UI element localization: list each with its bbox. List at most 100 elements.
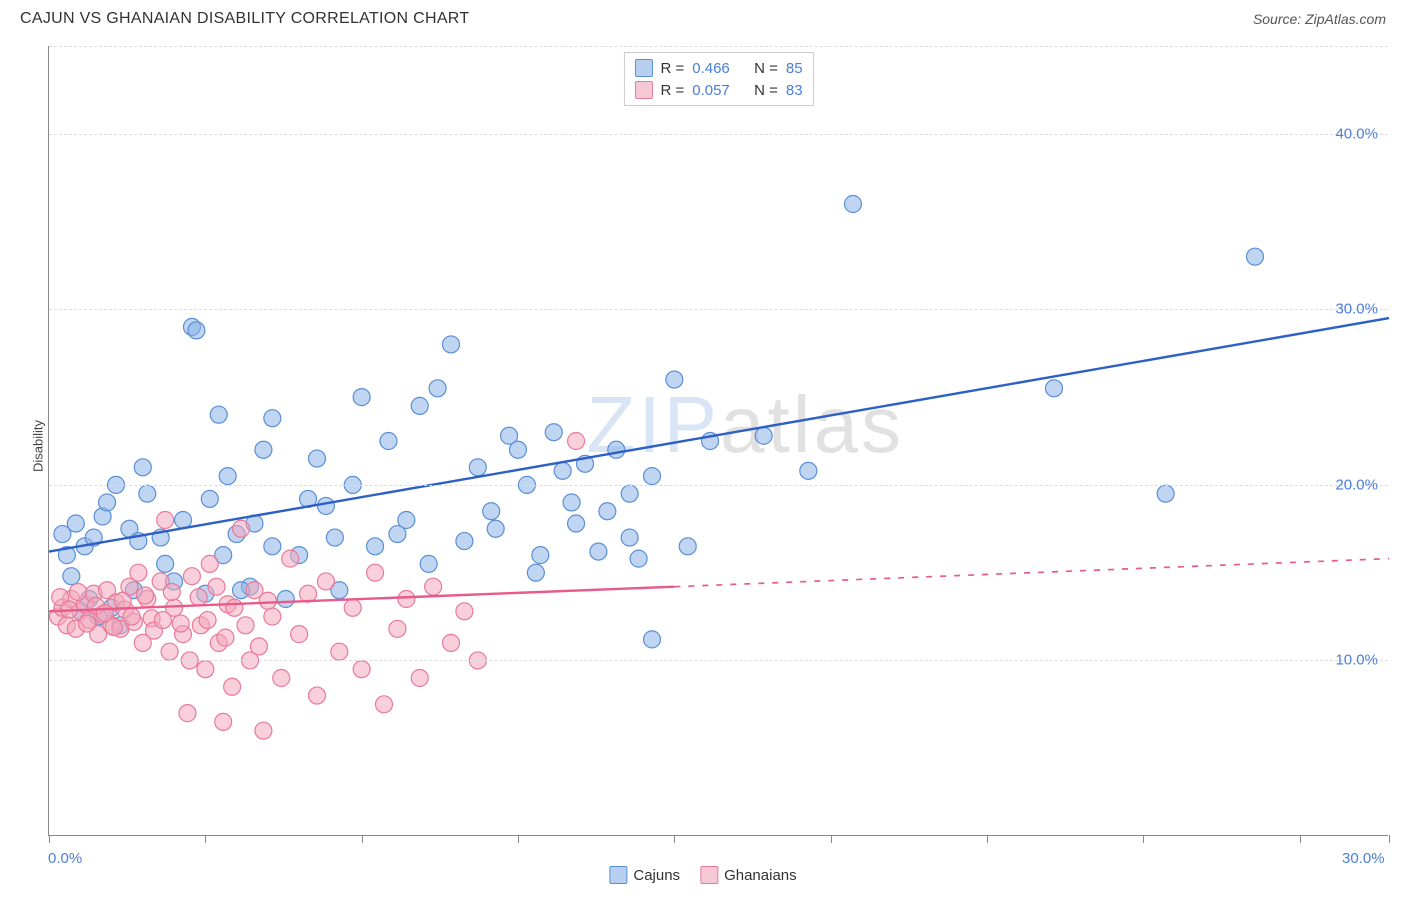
scatter-svg (49, 46, 1388, 835)
scatter-point (99, 494, 116, 511)
scatter-point (157, 555, 174, 572)
scatter-point (237, 617, 254, 634)
stat-legend-row: R =0.057 N =83 (634, 79, 802, 101)
stat-r-value: 0.466 (692, 60, 730, 77)
scatter-point (123, 608, 140, 625)
scatter-point (353, 389, 370, 406)
scatter-point (130, 564, 147, 581)
stat-r-value: 0.057 (692, 82, 730, 99)
scatter-point (443, 336, 460, 353)
scatter-point (183, 568, 200, 585)
scatter-point (630, 550, 647, 567)
scatter-point (621, 485, 638, 502)
scatter-point (197, 661, 214, 678)
scatter-point (644, 468, 661, 485)
stat-n-label: N = (754, 82, 778, 99)
x-tick-label: 30.0% (1342, 850, 1385, 867)
gridline (49, 134, 1388, 135)
bottom-legend: Cajuns Ghanaians (609, 866, 796, 884)
scatter-point (264, 538, 281, 555)
scatter-point (469, 459, 486, 476)
legend-label: Ghanaians (724, 867, 797, 884)
scatter-point (527, 564, 544, 581)
y-axis-label: Disability (31, 420, 46, 472)
scatter-point (1157, 485, 1174, 502)
bottom-legend-item: Cajuns (609, 866, 680, 884)
scatter-point (217, 629, 234, 646)
legend-swatch (634, 81, 652, 99)
legend-label: Cajuns (633, 867, 680, 884)
scatter-point (259, 592, 276, 609)
scatter-point (175, 512, 192, 529)
x-tick (1300, 835, 1301, 843)
scatter-point (666, 371, 683, 388)
scatter-point (644, 631, 661, 648)
scatter-point (201, 490, 218, 507)
gridline (49, 309, 1388, 310)
scatter-point (105, 619, 122, 636)
scatter-point (219, 468, 236, 485)
scatter-point (389, 526, 406, 543)
scatter-point (273, 670, 290, 687)
chart-header: CAJUN VS GHANAIAN DISABILITY CORRELATION… (0, 0, 1406, 34)
chart-plot-area: ZIPatlas R =0.466 N =85R =0.057 N =83 10… (48, 46, 1388, 836)
x-tick (987, 835, 988, 843)
scatter-point (161, 643, 178, 660)
scatter-point (264, 608, 281, 625)
scatter-point (317, 497, 334, 514)
scatter-point (139, 485, 156, 502)
stat-legend: R =0.466 N =85R =0.057 N =83 (623, 52, 813, 106)
y-tick-label: 30.0% (1335, 301, 1378, 318)
scatter-point (353, 661, 370, 678)
bottom-legend-item: Ghanaians (700, 866, 797, 884)
stat-n-label: N = (754, 60, 778, 77)
scatter-point (755, 427, 772, 444)
scatter-point (201, 555, 218, 572)
scatter-point (411, 397, 428, 414)
scatter-point (282, 550, 299, 567)
scatter-point (456, 603, 473, 620)
scatter-point (621, 529, 638, 546)
x-tick-label: 0.0% (48, 850, 82, 922)
gridline (49, 660, 1388, 661)
scatter-point (532, 547, 549, 564)
stat-legend-row: R =0.466 N =85 (634, 57, 802, 79)
gridline (49, 46, 1388, 47)
x-tick (1389, 835, 1390, 843)
scatter-point (291, 626, 308, 643)
scatter-point (326, 529, 343, 546)
scatter-point (800, 462, 817, 479)
scatter-point (63, 568, 80, 585)
scatter-point (172, 615, 189, 632)
scatter-point (563, 494, 580, 511)
scatter-point (179, 705, 196, 722)
scatter-point (590, 543, 607, 560)
x-tick (831, 835, 832, 843)
scatter-point (367, 538, 384, 555)
scatter-point (429, 380, 446, 397)
scatter-point (67, 515, 84, 532)
scatter-point (188, 322, 205, 339)
x-tick (674, 835, 675, 843)
scatter-point (78, 615, 95, 632)
scatter-point (317, 573, 334, 590)
stat-r-label: R = (660, 60, 684, 77)
y-tick-label: 10.0% (1335, 652, 1378, 669)
trend-line (49, 318, 1389, 551)
scatter-point (380, 433, 397, 450)
scatter-point (70, 583, 87, 600)
scatter-point (277, 591, 294, 608)
scatter-point (137, 587, 154, 604)
x-tick (362, 835, 363, 843)
scatter-point (1247, 248, 1264, 265)
scatter-point (114, 592, 131, 609)
chart-title: CAJUN VS GHANAIAN DISABILITY CORRELATION… (20, 10, 469, 28)
legend-swatch (700, 866, 718, 884)
scatter-point (210, 406, 227, 423)
trend-line-dashed (674, 559, 1389, 587)
scatter-point (190, 589, 207, 606)
scatter-point (309, 450, 326, 467)
scatter-point (599, 503, 616, 520)
scatter-point (226, 599, 243, 616)
scatter-point (264, 410, 281, 427)
